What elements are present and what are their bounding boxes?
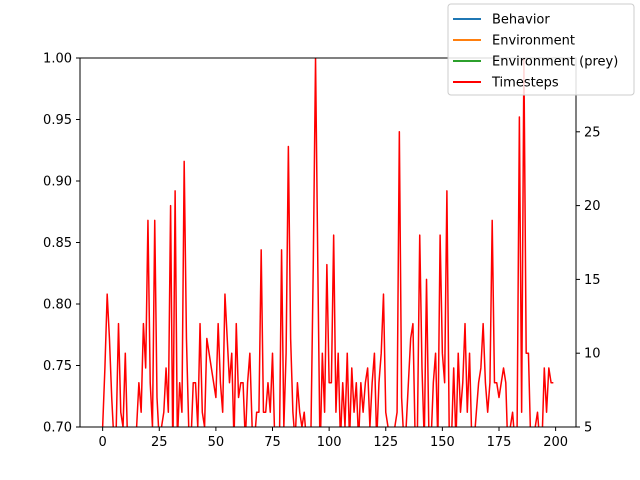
x-tick-label: 175: [487, 435, 512, 450]
x-tick-label: 150: [430, 435, 455, 450]
x-tick-label: 50: [208, 435, 225, 450]
legend-label-environment-prey-: Environment (prey): [492, 55, 618, 70]
x-tick-label: 0: [99, 435, 107, 450]
x-tick-label: 100: [317, 435, 342, 450]
x-tick-label: 25: [151, 435, 168, 450]
legend: Behavior Environment Environment (prey) Tim…: [447, 3, 635, 96]
series-line-timesteps: [101, 58, 554, 427]
y-right-tick-label: 20: [584, 199, 601, 214]
y-right-tick-label: 10: [584, 347, 601, 362]
x-tick-label: 75: [264, 435, 281, 450]
y-left-tick-label: 1.00: [43, 52, 72, 67]
y-left-tick-label: 0.70: [43, 421, 72, 436]
legend-box: [447, 3, 635, 96]
y-left-tick-label: 0.85: [43, 236, 72, 251]
legend-label-behavior: Behavior: [492, 13, 550, 28]
axes-layer: 0 25 50 75 100 125 150 175 200 0.70 0.75 0.80 0.85 0.…: [43, 52, 601, 451]
series-layer: [101, 58, 554, 427]
legend-label-environment: Environment: [492, 34, 575, 49]
y-left-tick-label: 0.80: [43, 298, 72, 313]
x-tick-label: 125: [373, 435, 398, 450]
x-tick-label: 200: [543, 435, 568, 450]
y-left-tick-label: 0.95: [43, 113, 72, 128]
y-right-tick-label: 15: [584, 273, 601, 288]
y-right-tick-label: 5: [584, 421, 592, 436]
y-left-tick-label: 0.75: [43, 359, 72, 374]
legend-label-timesteps: Timesteps: [491, 76, 559, 91]
y-left-tick-label: 0.90: [43, 175, 72, 190]
y-right-tick-label: 25: [584, 125, 601, 140]
